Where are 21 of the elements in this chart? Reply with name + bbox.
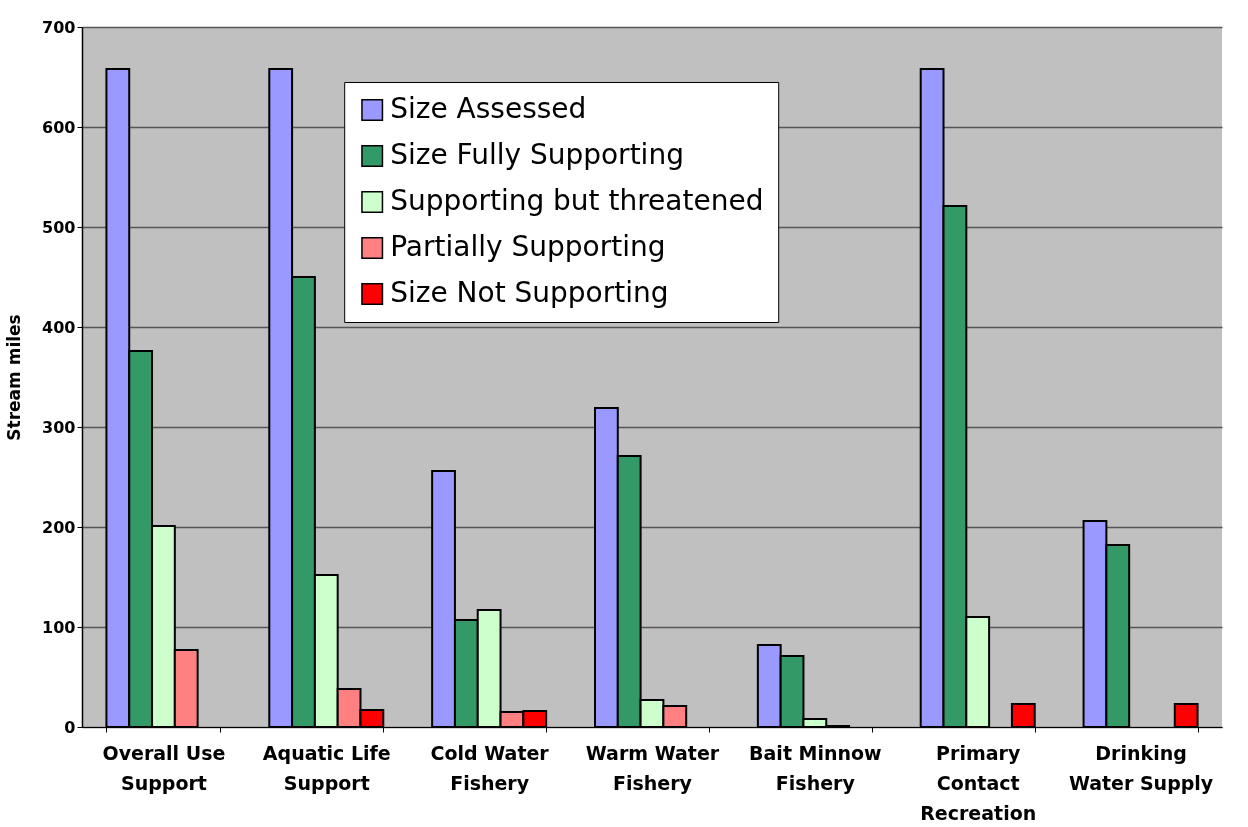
legend-label: Supporting but threatened bbox=[390, 184, 764, 217]
y-tick-label: 300 bbox=[42, 417, 76, 437]
y-tick-label: 500 bbox=[42, 217, 76, 237]
x-tick-label: Drinking Water Supply bbox=[1068, 741, 1214, 794]
y-tick-label: 200 bbox=[42, 517, 76, 537]
x-tick-label: Aquatic Life Support bbox=[262, 741, 391, 794]
legend-label: Size Assessed bbox=[390, 92, 587, 125]
legend-label: Size Fully Supporting bbox=[390, 138, 684, 171]
legend-label: Size Not Supporting bbox=[390, 276, 669, 309]
x-tick-label: Bait Minnow Fishery bbox=[749, 741, 882, 794]
y-tick-label: 700 bbox=[42, 17, 76, 37]
x-tick-label: Overall Use Support bbox=[102, 741, 226, 794]
x-tick-label: Warm Water Fishery bbox=[585, 741, 720, 794]
x-tick-label: Primary Contact Recreation bbox=[920, 741, 1037, 824]
legend-label: Partially Supporting bbox=[390, 230, 666, 263]
y-tick-label: 600 bbox=[42, 117, 76, 137]
y-tick-label: 400 bbox=[42, 317, 76, 337]
x-tick-label: Cold Water Fishery bbox=[430, 741, 550, 794]
y-tick-label: 100 bbox=[42, 617, 76, 637]
y-tick-label: 0 bbox=[64, 717, 76, 737]
y-axis-title: Stream miles bbox=[4, 314, 25, 441]
